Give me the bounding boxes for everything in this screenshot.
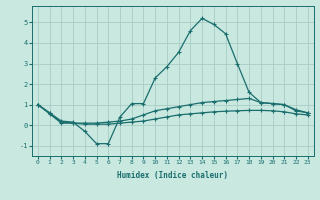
X-axis label: Humidex (Indice chaleur): Humidex (Indice chaleur) <box>117 171 228 180</box>
